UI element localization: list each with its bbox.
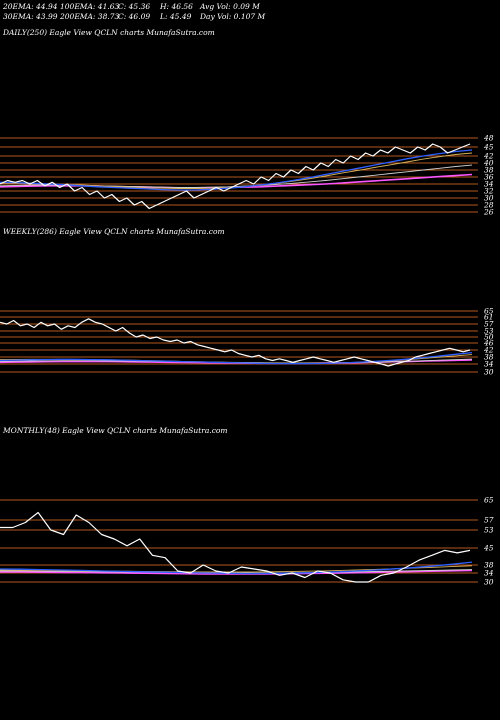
weekly-panel-title: WEEKLY(286) Eagle View QCLN charts Munaf…: [3, 227, 225, 236]
y-tick-label: 30: [484, 368, 494, 377]
y-tick-label: 34: [484, 180, 494, 189]
price-line: [0, 318, 471, 367]
header-high: H: 46.56: [160, 2, 193, 11]
y-tick-label: 45: [483, 143, 494, 152]
y-tick-label: 42: [483, 346, 494, 355]
y-tick-label: 57: [484, 320, 494, 329]
y-tick-label: 36: [484, 173, 494, 182]
y-tick-label: 46: [483, 339, 494, 348]
header-close-2: C: 46.09: [118, 12, 151, 21]
y-tick-label: 38: [484, 166, 494, 175]
y-tick-label: 50: [484, 333, 494, 342]
y-tick-label: 57: [484, 516, 494, 525]
header-avg-vol: Avg Vol: 0.09 M: [200, 2, 260, 11]
header-100ema: 100EMA: 41.63: [60, 2, 120, 11]
header-day-vol: Day Vol: 0.107 M: [200, 12, 266, 21]
header-20ema: 20EMA: 44.94: [3, 2, 58, 11]
y-tick-label: 61: [484, 313, 494, 322]
y-tick-label: 30: [484, 578, 494, 587]
y-tick-label: 38: [484, 353, 494, 362]
y-tick-label: 65: [484, 307, 494, 316]
y-tick-label: 28: [483, 201, 494, 210]
header-30ema: 30EMA: 43.99: [3, 12, 58, 21]
monthly-panel-title: MONTHLY(48) Eagle View QCLN charts Munaf…: [3, 426, 228, 435]
header-200ema: 200EMA: 38.73: [60, 12, 120, 21]
y-tick-label: 45: [483, 544, 494, 553]
header-close-1: C: 45.36: [118, 2, 151, 11]
y-tick-label: 32: [484, 187, 494, 196]
daily-panel-title: DAILY(250) Eagle View QCLN charts Munafa…: [3, 28, 215, 37]
y-tick-label: 42: [483, 152, 494, 161]
y-tick-label: 30: [484, 194, 494, 203]
ema-line-1: [0, 149, 473, 191]
y-tick-label: 26: [483, 208, 494, 217]
y-tick-label: 53: [484, 327, 494, 336]
price-line: [0, 511, 471, 583]
y-tick-label: 65: [484, 496, 494, 505]
y-tick-label: 34: [484, 569, 494, 578]
y-tick-label: 40: [483, 159, 494, 168]
ema-line-2: [0, 152, 473, 189]
y-tick-label: 53: [484, 526, 494, 535]
price-line: [0, 143, 471, 210]
header-low: L: 45.49: [160, 12, 192, 21]
ema-line-1: [0, 561, 473, 575]
y-tick-label: 38: [484, 561, 494, 570]
ema-line-1: [0, 351, 473, 365]
y-tick-label: 34: [484, 360, 494, 369]
y-tick-label: 48: [483, 134, 494, 143]
